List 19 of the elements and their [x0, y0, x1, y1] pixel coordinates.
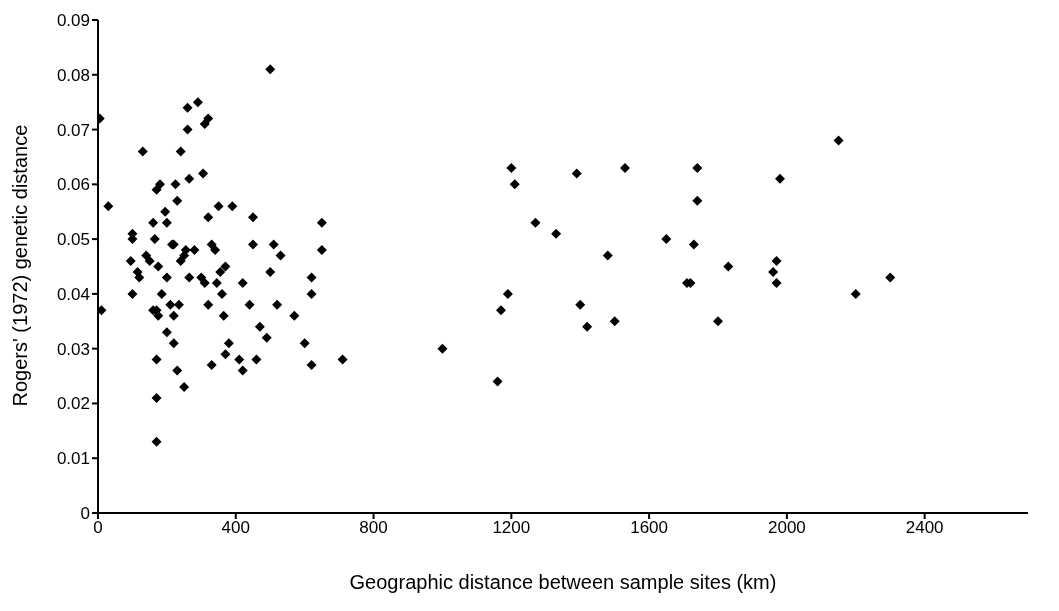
x-axis-title: Geographic distance between sample sites (km): [349, 571, 777, 594]
x-tick-label: 1200: [492, 518, 531, 538]
x-tick-label: 2000: [767, 518, 806, 538]
y-tick-label: 0.06: [56, 175, 90, 195]
y-tick-label: 0.09: [56, 11, 90, 31]
y-tick-label: 0.03: [56, 339, 90, 359]
x-tick-label: 0: [93, 518, 103, 538]
y-axis-title: Rogers' (1972) genetic distance: [9, 124, 32, 407]
y-tick-label: 0: [80, 504, 90, 524]
y-tick-label: 0.02: [56, 394, 90, 414]
y-tick-label: 0.05: [56, 230, 90, 250]
y-tick-label: 0.07: [56, 120, 90, 140]
x-tick-label: 400: [221, 518, 250, 538]
y-tick-label: 0.04: [56, 284, 90, 304]
y-tick-label: 0.08: [56, 65, 90, 85]
x-tick-label: 2400: [905, 518, 944, 538]
x-tick-label: 800: [359, 518, 388, 538]
x-tick-label: 1600: [630, 518, 669, 538]
y-tick-label: 0.01: [56, 449, 90, 469]
